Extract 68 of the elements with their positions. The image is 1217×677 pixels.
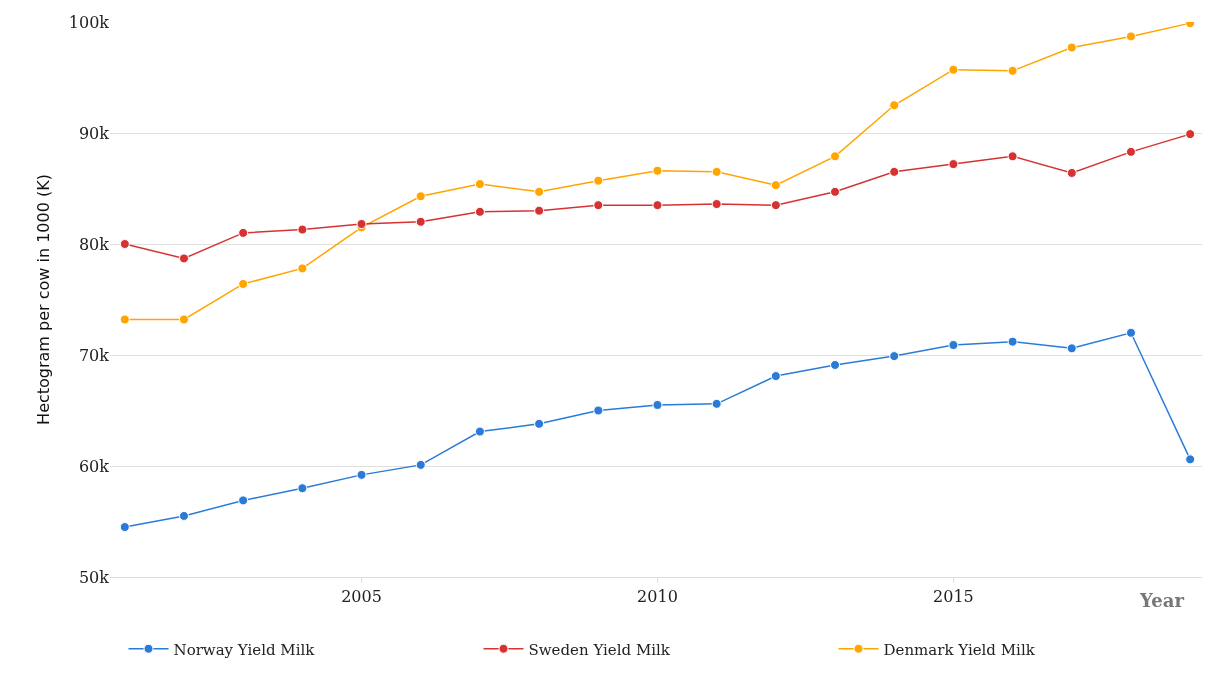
point xyxy=(948,340,959,351)
point xyxy=(593,405,604,416)
point xyxy=(534,186,545,197)
point xyxy=(297,224,308,235)
point xyxy=(830,186,841,197)
point xyxy=(1007,65,1018,76)
point xyxy=(178,253,189,264)
point xyxy=(1066,167,1077,178)
point xyxy=(474,179,485,190)
legend-label: Denmark Yield Milk xyxy=(883,640,1036,659)
point xyxy=(178,314,189,325)
point xyxy=(534,418,545,429)
point xyxy=(711,398,722,409)
point xyxy=(1007,336,1018,347)
point xyxy=(770,371,781,382)
point xyxy=(119,522,130,533)
point xyxy=(652,200,663,211)
point xyxy=(593,200,604,211)
y-tick-label: 100k xyxy=(68,12,110,32)
point xyxy=(119,314,130,325)
point xyxy=(474,426,485,437)
point xyxy=(830,359,841,370)
point xyxy=(770,180,781,191)
point xyxy=(534,205,545,216)
point xyxy=(1066,343,1077,354)
point xyxy=(711,199,722,210)
point xyxy=(415,459,426,470)
y-tick-label: 60k xyxy=(78,456,110,476)
point xyxy=(593,175,604,186)
y-tick-label: 80k xyxy=(78,234,110,254)
x-tick-label: 2005 xyxy=(341,587,382,607)
x-tick-label: 2010 xyxy=(637,587,678,607)
point xyxy=(474,206,485,217)
y-tick-label: 90k xyxy=(78,123,110,143)
legend-label: Norway Yield Milk xyxy=(173,640,316,659)
x-axis-title: Year xyxy=(1139,590,1185,611)
point xyxy=(948,159,959,170)
point xyxy=(415,191,426,202)
point xyxy=(238,495,249,506)
y-tick-label: 70k xyxy=(78,345,110,365)
point xyxy=(711,166,722,177)
point xyxy=(238,278,249,289)
point xyxy=(1125,146,1136,157)
point xyxy=(652,165,663,176)
point xyxy=(1185,129,1196,140)
point xyxy=(297,483,308,494)
point xyxy=(1066,42,1077,53)
legend-label: Sweden Yield Milk xyxy=(528,640,671,659)
y-axis-title: Hectogram per cow in 1000 (K) xyxy=(33,174,53,425)
point xyxy=(889,351,900,362)
point xyxy=(238,227,249,238)
x-tick-label: 2015 xyxy=(933,587,974,607)
point xyxy=(652,399,663,410)
point xyxy=(119,239,130,249)
point xyxy=(1125,327,1136,338)
point xyxy=(889,166,900,177)
point xyxy=(1007,151,1018,162)
point xyxy=(297,263,308,274)
point xyxy=(830,151,841,162)
point xyxy=(770,200,781,211)
point xyxy=(178,510,189,521)
point xyxy=(356,469,367,480)
y-tick-label: 50k xyxy=(78,567,110,587)
point xyxy=(415,216,426,227)
point xyxy=(948,64,959,75)
point xyxy=(1125,31,1136,42)
point xyxy=(889,100,900,111)
point xyxy=(1185,454,1196,465)
